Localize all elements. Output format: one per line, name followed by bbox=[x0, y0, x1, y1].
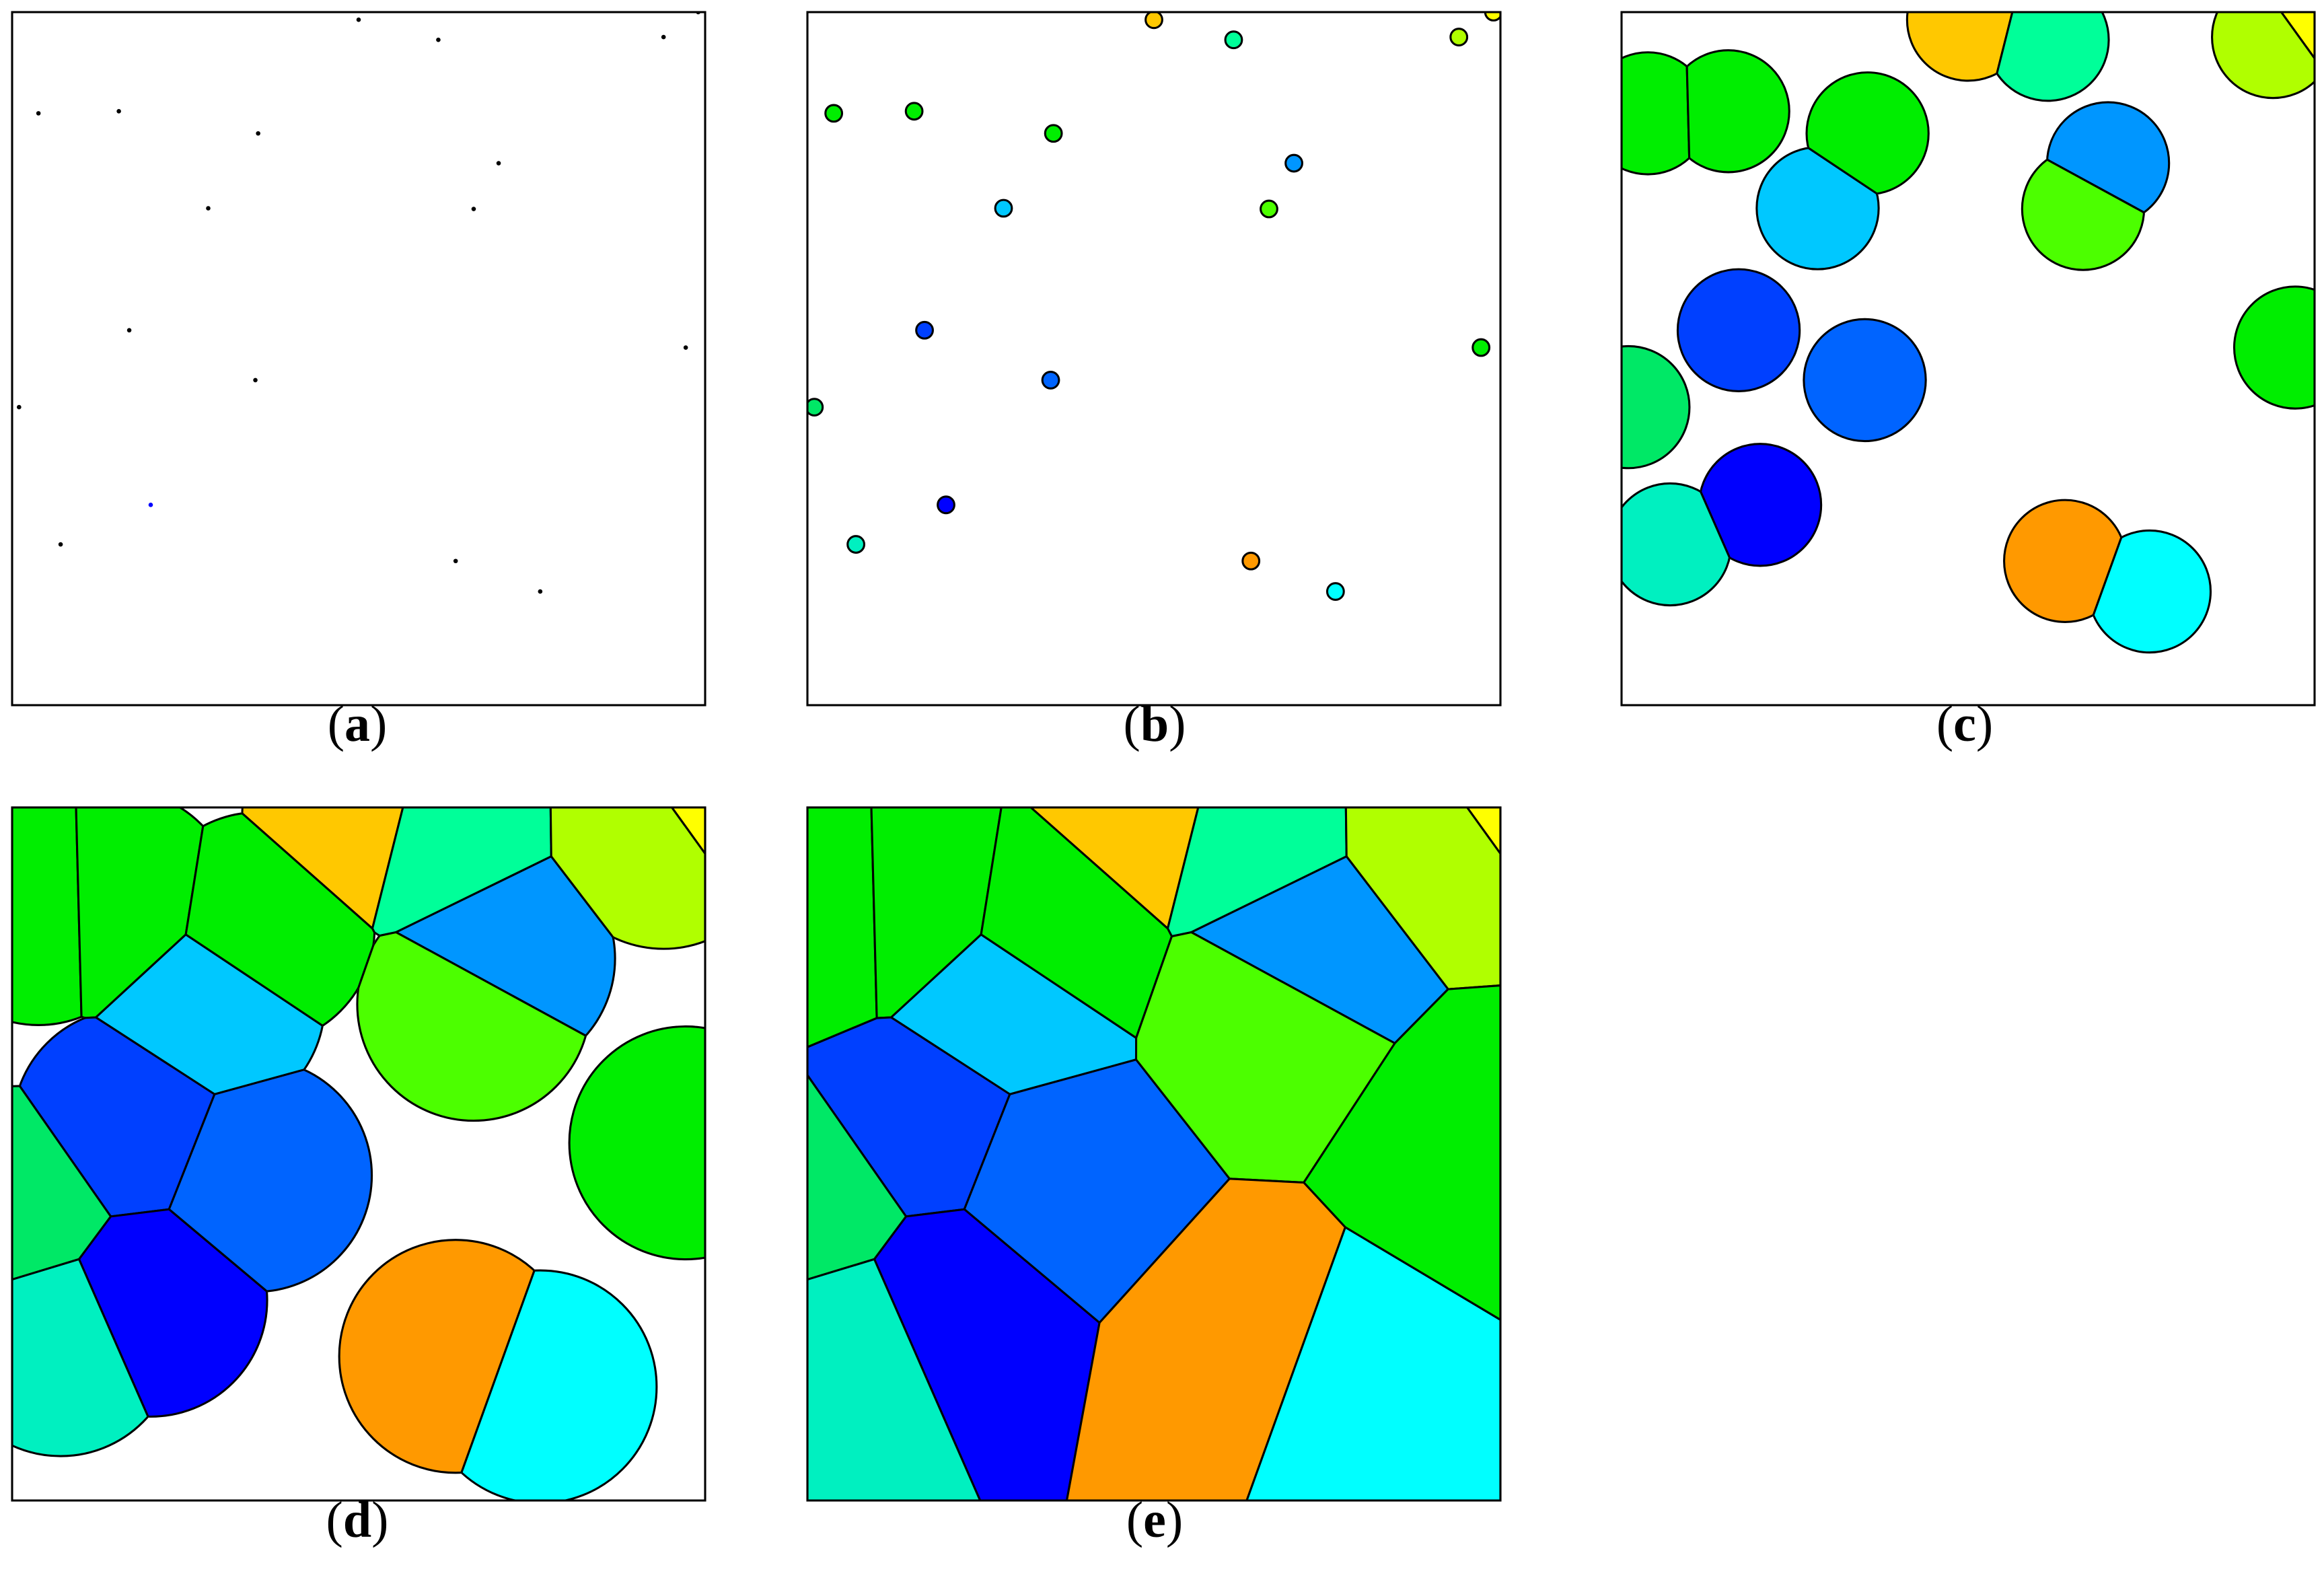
panel-e bbox=[806, 806, 1502, 1502]
grain bbox=[1803, 318, 1927, 443]
grain-boundary bbox=[807, 398, 823, 416]
grain-boundary bbox=[1285, 155, 1303, 172]
panel-c-frame bbox=[1620, 11, 2316, 707]
grain-boundary bbox=[825, 105, 842, 122]
grain-boundary bbox=[1042, 371, 1059, 389]
panel-c bbox=[1620, 11, 2316, 707]
grain-boundary bbox=[995, 200, 1012, 217]
seed-point bbox=[17, 404, 22, 410]
seed-point bbox=[206, 206, 211, 211]
seed-point bbox=[471, 207, 476, 211]
panel-c-caption: (c) bbox=[1936, 696, 1993, 752]
grain bbox=[1905, 12, 2012, 82]
grain-boundary bbox=[916, 322, 933, 339]
grain bbox=[1472, 338, 1491, 357]
grain bbox=[2211, 12, 2315, 100]
grain-boundary bbox=[937, 496, 955, 513]
panel-d-frame bbox=[11, 806, 706, 1502]
grain-boundary bbox=[1145, 12, 1163, 28]
seed-point bbox=[126, 328, 132, 333]
grain-boundary bbox=[1450, 28, 1467, 46]
panel-e-caption: (e) bbox=[1126, 1492, 1183, 1548]
grain-boundary bbox=[1327, 583, 1344, 600]
seed-point bbox=[148, 503, 153, 507]
grain-boundary bbox=[1242, 552, 1260, 570]
seed-point bbox=[256, 131, 260, 136]
grain bbox=[937, 495, 955, 515]
grain bbox=[1284, 153, 1303, 173]
grain-boundary bbox=[357, 931, 591, 1121]
grain-boundary bbox=[906, 102, 922, 120]
grain bbox=[550, 807, 705, 950]
seed-point bbox=[58, 542, 63, 547]
grain bbox=[1685, 49, 1790, 174]
grain-boundary bbox=[669, 807, 705, 857]
grain bbox=[1326, 582, 1345, 601]
panel-d bbox=[11, 806, 706, 1502]
seed-point bbox=[436, 37, 441, 42]
grain-boundary bbox=[168, 1058, 372, 1292]
seed-point bbox=[496, 161, 501, 166]
grain bbox=[1484, 12, 1500, 22]
panel-a-frame bbox=[11, 11, 706, 707]
seed-point bbox=[253, 377, 258, 383]
grain-boundary bbox=[2279, 12, 2315, 62]
grain-boundary bbox=[1622, 483, 1731, 606]
panel-d-caption: (d) bbox=[326, 1492, 389, 1548]
seed-point bbox=[356, 17, 361, 22]
grain-boundary bbox=[12, 1258, 178, 1457]
seed-point bbox=[683, 345, 688, 350]
grain bbox=[1622, 51, 1692, 176]
panel-a-caption: (a) bbox=[328, 696, 388, 752]
grain bbox=[1622, 345, 1691, 470]
grain-boundary bbox=[1260, 201, 1278, 217]
grain bbox=[994, 198, 1013, 218]
seed-point bbox=[538, 589, 543, 594]
seed-point bbox=[661, 34, 666, 40]
grain bbox=[12, 807, 82, 1026]
grain bbox=[568, 1025, 705, 1261]
seed-point bbox=[453, 558, 458, 564]
grain bbox=[846, 535, 866, 554]
seed-point bbox=[36, 111, 41, 116]
grain-boundary bbox=[1472, 339, 1490, 356]
grain bbox=[2232, 285, 2315, 410]
grain bbox=[1224, 30, 1243, 50]
panel-b-caption: (b) bbox=[1124, 696, 1186, 752]
grain bbox=[1145, 12, 1163, 30]
grain-boundary bbox=[847, 536, 865, 553]
panel-b bbox=[806, 11, 1502, 707]
grain bbox=[1260, 199, 1278, 219]
grain bbox=[1044, 124, 1063, 143]
grain bbox=[824, 104, 844, 123]
voronoi-cell bbox=[1466, 807, 1500, 855]
panel-a bbox=[11, 11, 706, 707]
grain bbox=[807, 398, 824, 417]
grain bbox=[915, 320, 934, 340]
grain-boundary bbox=[1225, 31, 1242, 48]
voronoi-cell bbox=[807, 1258, 982, 1500]
grain-boundary bbox=[77, 1208, 268, 1417]
voronoi-cell bbox=[1245, 1226, 1500, 1500]
voronoi-cell bbox=[807, 807, 878, 1048]
panel-e-frame bbox=[806, 806, 1502, 1502]
grain bbox=[1676, 268, 1801, 392]
grain bbox=[904, 102, 924, 121]
grain bbox=[1041, 371, 1060, 390]
panel-b-frame bbox=[806, 11, 1502, 707]
seed-point bbox=[116, 108, 121, 114]
grain bbox=[1449, 28, 1469, 46]
grain bbox=[1241, 551, 1261, 571]
